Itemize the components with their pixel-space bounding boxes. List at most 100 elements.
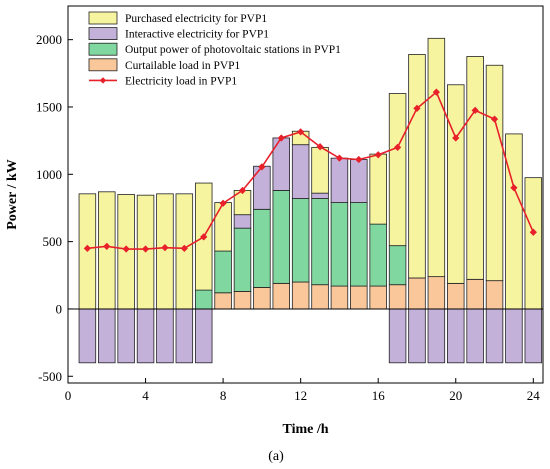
load-point: [335, 154, 344, 162]
x-tick-label: 8: [220, 388, 227, 403]
bar-segment: [311, 146, 329, 194]
bar-segment: [524, 177, 543, 310]
load-point: [393, 143, 402, 151]
bars-layer: [78, 37, 543, 364]
bar-segment: [233, 291, 252, 310]
bar-segment: [98, 191, 116, 310]
bar-segment: [214, 202, 232, 252]
y-tick-label: 1500: [36, 99, 62, 114]
x-tick-label: 12: [294, 388, 307, 403]
bar-segment: [156, 193, 174, 310]
bar-segment: [233, 227, 252, 292]
load-point: [529, 228, 537, 236]
legend: Purchased electricity for PVP1 Interactiv…: [88, 11, 341, 87]
load-point: [238, 186, 247, 195]
bar-segment: [427, 276, 446, 310]
x-axis-title: Time /h: [282, 422, 328, 437]
load-point: [122, 245, 130, 253]
bar-segment: [369, 223, 387, 287]
x-tick-label: 20: [449, 388, 462, 403]
load-point: [258, 163, 266, 171]
bar-segment: [524, 308, 543, 364]
legend-label: Electricity load in PVP1: [125, 75, 237, 87]
bar-segment: [156, 308, 174, 364]
load-point: [374, 151, 382, 159]
bar-segment: [466, 308, 484, 364]
bar-segment: [350, 159, 368, 203]
legend-swatch: [88, 58, 118, 72]
bar-segment: [311, 198, 329, 286]
load-point: [471, 106, 479, 114]
bar-segment: [466, 278, 484, 310]
bar-segment: [175, 308, 194, 364]
load-point: [141, 245, 150, 253]
y-tick-label: -500: [38, 369, 62, 384]
load-point: [161, 244, 169, 252]
load-point: [219, 199, 227, 207]
bar-segment: [253, 287, 271, 310]
bar-segment: [311, 284, 329, 310]
load-point: [83, 244, 92, 252]
bar-segment: [485, 64, 504, 282]
y-tick-label: 0: [56, 301, 63, 316]
load-point: [413, 104, 421, 112]
y-tick-label: 2000: [36, 32, 62, 47]
bar-segment: [505, 308, 523, 364]
x-tick-label: 4: [142, 388, 149, 403]
legend-swatch: [88, 27, 118, 41]
legend-label: Purchased electricity for PVP1: [125, 13, 267, 25]
legend-label: Curtailable load in PVP1: [125, 60, 241, 72]
bar-segment: [330, 285, 349, 310]
bar-segment: [408, 54, 426, 279]
bar-segment: [447, 282, 465, 310]
bar-segment: [369, 285, 387, 310]
legend-label: Interactive electricity for PVP1: [125, 29, 269, 41]
bar-segment: [447, 308, 465, 364]
bar-segment: [291, 144, 310, 199]
bar-segment: [427, 308, 446, 364]
legend-swatch: [88, 11, 118, 25]
x-tick-label: 24: [527, 388, 541, 403]
bar-segment: [117, 308, 135, 364]
bar-segment: [485, 280, 504, 310]
load-point: [355, 155, 363, 164]
bar-segment: [214, 250, 232, 294]
load-point: [200, 233, 208, 241]
bar-segment: [194, 308, 213, 364]
load-point: [277, 134, 285, 142]
x-tick-label: 0: [65, 388, 72, 403]
bar-segment: [388, 308, 407, 364]
y-tick-label: 500: [43, 234, 63, 249]
bar-segment: [253, 165, 271, 210]
bar-segment: [272, 190, 291, 284]
legend-swatch: [88, 42, 118, 56]
load-point: [103, 242, 111, 250]
bar-segment: [350, 202, 368, 287]
load-point: [297, 128, 305, 136]
load-point: [510, 184, 518, 192]
y-axis-title: Power / kW: [5, 159, 20, 230]
load-point: [316, 143, 324, 151]
bar-segment: [408, 277, 426, 310]
bar-segment: [388, 284, 407, 310]
load-point: [180, 244, 188, 252]
figure-caption: (a): [268, 449, 284, 464]
load-point: [490, 115, 499, 123]
bar-segment: [194, 289, 213, 310]
bar-segment: [330, 157, 349, 203]
legend-marker: [99, 77, 107, 84]
load-line-layer: [83, 88, 537, 253]
bar-segment: [214, 292, 232, 310]
bar-segment: [272, 282, 291, 310]
bar-segment: [311, 192, 329, 199]
plot-frame: [67, 5, 544, 384]
bar-segment: [350, 285, 368, 310]
load-point: [432, 88, 440, 96]
bar-segment: [78, 308, 97, 364]
bar-segment: [466, 56, 484, 280]
y-tick-label: 1000: [36, 167, 62, 182]
bar-segment: [136, 308, 155, 364]
bar-segment: [427, 37, 446, 278]
